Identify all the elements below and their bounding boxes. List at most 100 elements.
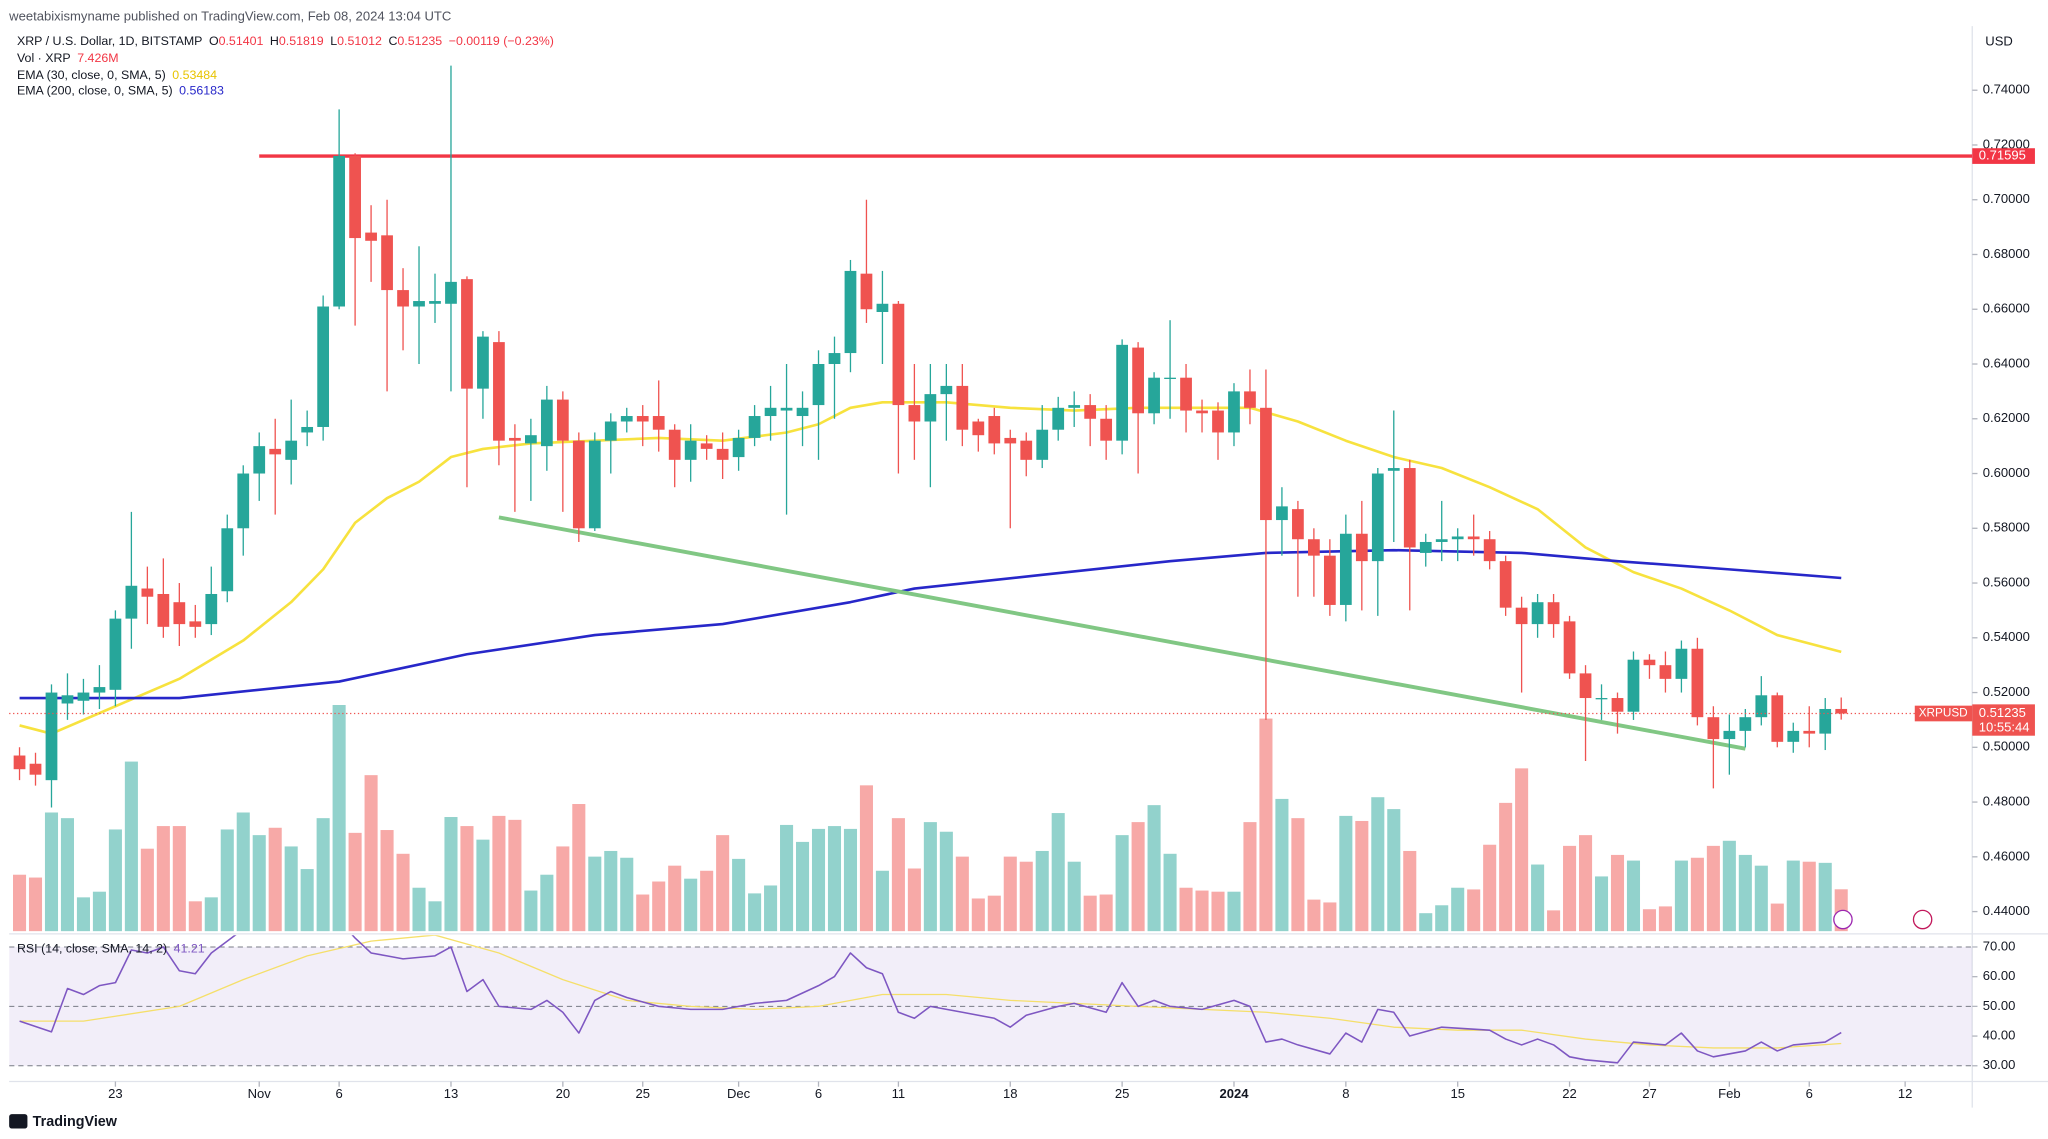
candle-body xyxy=(77,692,90,701)
candle-body xyxy=(572,440,585,529)
candle-body xyxy=(1084,405,1097,419)
volume-bar xyxy=(923,822,937,932)
volume-bar xyxy=(1674,860,1688,932)
volume-bar xyxy=(1818,862,1832,932)
candle-body xyxy=(588,440,601,529)
volume-bar xyxy=(971,898,985,932)
ema-line xyxy=(19,548,1842,700)
candle-body xyxy=(173,602,186,625)
volume-bar xyxy=(124,761,138,932)
volume-bar xyxy=(1371,797,1385,932)
volume-bar xyxy=(604,850,618,932)
candle-body xyxy=(716,448,729,460)
rsi-y-tick-label: 50.00 xyxy=(1983,998,2016,1013)
volume-bar xyxy=(987,895,1001,932)
rsi-pane xyxy=(9,935,1973,1067)
legend-c: C xyxy=(388,34,397,48)
candle-body xyxy=(1020,440,1033,460)
volume-bar xyxy=(1658,906,1672,932)
rsi-ma-line xyxy=(19,935,1842,1049)
candle-body xyxy=(1595,698,1608,700)
candle-body xyxy=(636,416,649,422)
candle-body xyxy=(924,394,937,422)
legend-o: O xyxy=(209,34,219,48)
volume-bar xyxy=(1179,887,1193,932)
volume-bar xyxy=(1275,798,1289,932)
ema30-name: EMA (30, close, 0, SMA, 5) xyxy=(17,68,166,82)
candle-body xyxy=(1691,648,1704,718)
volume-bar xyxy=(1451,887,1465,932)
volume-bar xyxy=(44,812,59,932)
candle-body xyxy=(1260,407,1272,521)
volume-bar xyxy=(364,775,378,932)
candle-body xyxy=(1164,377,1176,380)
volume-bar xyxy=(1802,861,1816,932)
volume-bar xyxy=(1690,857,1704,932)
candle-body xyxy=(1148,377,1160,414)
y-tick-label: 0.54000 xyxy=(1983,629,2030,644)
candle-body xyxy=(652,416,665,430)
y-tick-label: 0.58000 xyxy=(1983,520,2030,535)
volume-bar xyxy=(156,826,170,932)
volume-bar xyxy=(1035,850,1049,932)
price-pane xyxy=(12,65,1973,932)
volume-bar xyxy=(732,858,746,932)
candle-body xyxy=(237,473,250,529)
volume-bar xyxy=(1243,822,1257,932)
candle-body xyxy=(1547,602,1560,625)
y-tick-label: 0.50000 xyxy=(1983,739,2030,754)
volume-bar xyxy=(1738,854,1752,932)
candle-body xyxy=(988,416,1001,444)
volume-bar xyxy=(1531,864,1545,932)
volume-bar xyxy=(907,868,921,932)
volume-bar xyxy=(1259,718,1273,932)
candle-body xyxy=(1228,391,1240,433)
publisher-line: weetabixismyname published on TradingVie… xyxy=(8,8,451,23)
candle-body xyxy=(1116,344,1129,441)
y-tick-label: 0.60000 xyxy=(1983,465,2030,480)
volume-bar xyxy=(108,829,122,932)
candle-body xyxy=(1180,377,1192,411)
candle-body xyxy=(45,692,58,781)
candle-body xyxy=(1052,407,1065,430)
volume-bar xyxy=(1355,820,1369,932)
volume-bar xyxy=(1547,910,1561,932)
flag-icon[interactable] xyxy=(1912,909,1933,930)
candle-body xyxy=(892,303,905,406)
y-tick-label: 0.48000 xyxy=(1983,794,2030,809)
volume-bar xyxy=(588,856,602,932)
brand-name: TradingView xyxy=(33,1114,118,1130)
volume-bar xyxy=(1594,876,1609,932)
volume-bar xyxy=(1163,853,1177,932)
candle-body xyxy=(125,585,138,619)
volume-bar xyxy=(1722,840,1736,932)
candle-body xyxy=(764,407,777,417)
candle-body xyxy=(1531,602,1544,625)
candle-body xyxy=(141,588,154,597)
candle-body xyxy=(269,448,282,455)
volume-bar xyxy=(1515,768,1529,932)
volume-bar xyxy=(843,828,858,932)
x-tick-label: 11 xyxy=(892,1086,906,1101)
candle-body xyxy=(1739,717,1752,731)
volume-bar xyxy=(700,870,714,932)
volume-bar xyxy=(668,865,682,932)
legend-volume: Vol · XRP 7.426M xyxy=(17,51,119,65)
volume-bar xyxy=(827,826,842,932)
candle-body xyxy=(748,416,761,438)
volume-bar xyxy=(316,818,330,932)
brand-logo xyxy=(9,1114,28,1129)
volume-bar xyxy=(1786,860,1800,932)
candle-body xyxy=(796,407,809,417)
volume-bar xyxy=(1499,802,1513,932)
volume-bar xyxy=(1770,903,1784,932)
alert-icon[interactable] xyxy=(1833,909,1853,930)
rsi-line xyxy=(19,935,1842,1064)
horizontal-line-tag: 0.71595 xyxy=(1979,148,2026,163)
volume-bar xyxy=(380,830,394,932)
candle-body xyxy=(732,437,745,458)
candle-body xyxy=(940,385,953,395)
candle-body xyxy=(1068,405,1081,408)
candle-body xyxy=(700,443,713,449)
